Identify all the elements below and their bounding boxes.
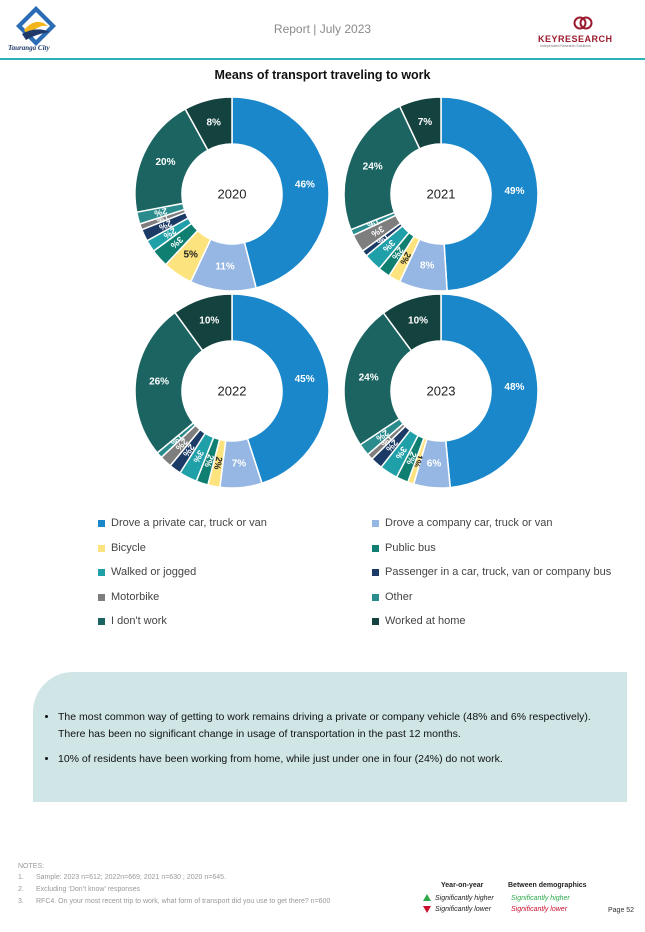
legend-item: Motorbike [98, 591, 159, 603]
legend-item: Walked or jogged [98, 566, 196, 578]
logo-right-subtext: Independent Research Solutions [540, 44, 591, 48]
legend-label: Bicycle [111, 542, 146, 554]
legend-label: Drove a private car, truck or van [111, 517, 267, 529]
summary-box [33, 672, 627, 802]
legend-swatch [98, 568, 105, 576]
year-label: 2021 [427, 187, 456, 202]
slice-label: 46% [295, 179, 315, 190]
donut-slice [173, 293, 233, 352]
keyresearch-logo-icon [573, 16, 593, 30]
legend-swatch [372, 617, 379, 625]
donut-slice [343, 311, 413, 446]
slice-label: 10% [408, 316, 428, 327]
key-yoy-lower: Significantly lower [435, 906, 492, 913]
slice-label: 5% [183, 249, 198, 260]
legend-swatch [372, 519, 379, 527]
up-arrow-icon [423, 894, 431, 901]
page-number: Page 52 [608, 907, 635, 914]
key-year-on-year-title: Year-on-year [441, 882, 484, 889]
legend-label: Public bus [385, 542, 436, 554]
legend-label: Passenger in a car, truck, van or compan… [385, 566, 612, 578]
donut-slice [134, 311, 204, 454]
key-yoy-higher: Significantly higher [435, 895, 494, 902]
year-label: 2023 [427, 384, 456, 399]
legend-label: Walked or jogged [111, 566, 197, 578]
donut-slice [440, 293, 539, 489]
legend-item: Public bus [372, 542, 436, 554]
donut-slice [440, 96, 539, 292]
legend-label: Worked at home [385, 615, 466, 627]
slice-label: 48% [504, 382, 524, 393]
year-label: 2022 [218, 384, 247, 399]
summary-bullet: 10% of residents have been working from … [58, 751, 600, 768]
note-item: 2. Excluding ‘Don’t know’ responses [18, 886, 141, 893]
chart-title: Means of transport traveling to work [214, 68, 431, 82]
down-arrow-icon [423, 906, 431, 913]
slice-label: 26% [149, 376, 169, 387]
legend-label: Motorbike [111, 591, 160, 603]
note-item: 3. RFC4. On your most recent trip to work… [18, 898, 331, 905]
donut-slice [184, 96, 233, 152]
legend-swatch [98, 593, 105, 601]
header-divider [0, 58, 645, 60]
legend-swatch [372, 544, 379, 552]
slice-label: 10% [199, 316, 219, 327]
slice-label: 45% [295, 374, 315, 385]
legend-item: Other [372, 591, 413, 603]
tauranga-city-logo-icon [16, 6, 56, 46]
legend-item: Drove a private car, truck or van [98, 517, 267, 529]
slice-label: 24% [359, 373, 379, 384]
slice-label: 24% [363, 161, 383, 172]
key-arrows-icon [423, 894, 431, 913]
legend-swatch [98, 519, 105, 527]
donut-slice [398, 96, 442, 150]
donut-slice [231, 96, 330, 289]
legend-item: Bicycle [98, 542, 146, 554]
donut-slice [343, 105, 421, 231]
slice-label: 11% [215, 262, 235, 273]
slice-label: 8% [420, 261, 435, 272]
legend-label: Drove a company car, truck or van [385, 517, 553, 529]
legend-label: I don't work [111, 615, 167, 627]
legend-swatch [372, 568, 379, 576]
legend-item: Passenger in a car, truck, van or compan… [372, 566, 611, 578]
logo-right-text: KEYRESEARCH [538, 34, 613, 44]
note-item: 1. Sample: 2023 n=612; 2022n=669; 2021 n=… [18, 874, 226, 881]
legend-item: Worked at home [372, 615, 466, 627]
donut-slice [231, 293, 330, 485]
legend-label: Other [385, 591, 413, 603]
key-between-demographics-title: Between demographics [508, 882, 587, 889]
summary-bullet: The most common way of getting to work r… [58, 709, 600, 743]
key-demo-higher: Significantly higher [511, 895, 570, 902]
legend-swatch [372, 593, 379, 601]
slice-label: 8% [206, 117, 221, 128]
summary-text: The most common way of getting to work r… [40, 709, 600, 776]
legend-item: Drove a company car, truck or van [372, 517, 553, 529]
notes-heading: NOTES: [18, 863, 45, 870]
legend-item: I don't work [98, 615, 167, 627]
slice-label: 20% [155, 157, 175, 168]
legend-swatch [98, 544, 105, 552]
slice-label: 7% [418, 117, 433, 128]
logo-left-text: Tauranga City [8, 44, 50, 52]
year-label: 2020 [218, 187, 247, 202]
legend-swatch [98, 617, 105, 625]
donut-slice [382, 293, 442, 352]
report-header-title: Report | July 2023 [273, 22, 372, 36]
slice-label: 6% [427, 459, 442, 470]
slice-label: 49% [504, 186, 524, 197]
key-demo-lower: Significantly lower [511, 906, 568, 913]
slice-label: 7% [232, 459, 247, 470]
